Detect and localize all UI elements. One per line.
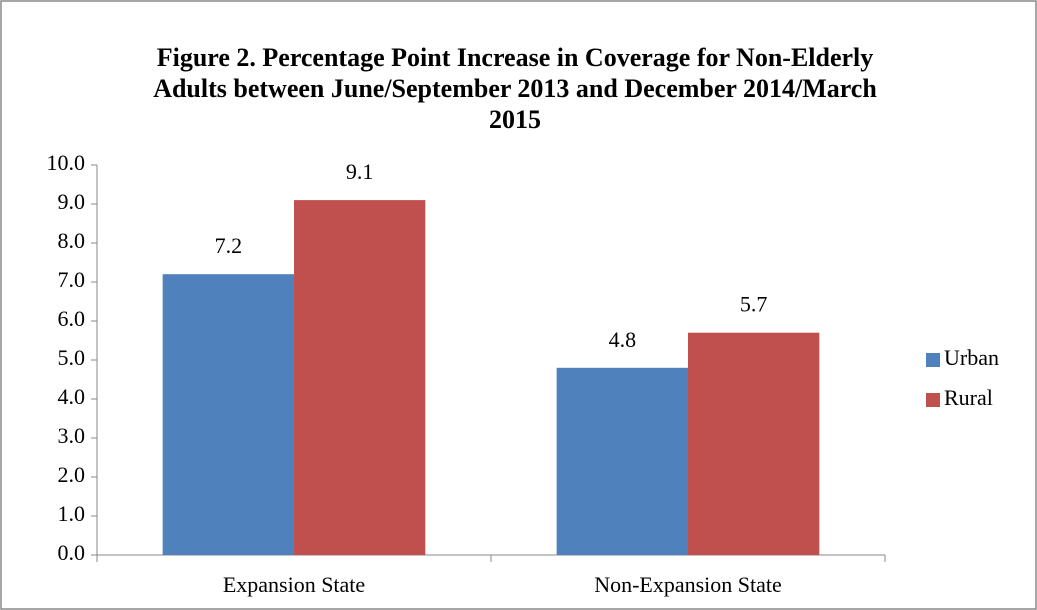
legend-label: Urban (944, 345, 999, 370)
bar (556, 367, 688, 555)
y-tick-label: 10.0 (47, 150, 86, 175)
legend-label: Rural (944, 385, 993, 410)
x-tick-label: Expansion State (223, 572, 365, 597)
chart-title: Figure 2. Percentage Point Increase in C… (153, 43, 877, 134)
y-tick-label: 1.0 (58, 501, 86, 526)
data-label: 9.1 (346, 159, 374, 184)
bar (688, 332, 820, 555)
y-tick-label: 9.0 (58, 189, 86, 214)
x-tick-label: Non-Expansion State (594, 572, 782, 597)
bar (294, 200, 426, 555)
y-tick-label: 2.0 (58, 462, 86, 487)
y-tick-label: 6.0 (58, 306, 86, 331)
y-tick-label: 0.0 (58, 540, 86, 565)
legend-swatch (926, 353, 940, 367)
y-tick-label: 7.0 (58, 267, 86, 292)
data-label: 5.7 (740, 292, 768, 317)
y-tick-label: 3.0 (58, 423, 86, 448)
data-label: 7.2 (215, 233, 243, 258)
y-tick-label: 5.0 (58, 345, 86, 370)
legend-swatch (926, 393, 940, 407)
bar (162, 274, 294, 555)
y-tick-label: 8.0 (58, 228, 86, 253)
data-label: 4.8 (609, 327, 637, 352)
y-tick-label: 4.0 (58, 384, 86, 409)
